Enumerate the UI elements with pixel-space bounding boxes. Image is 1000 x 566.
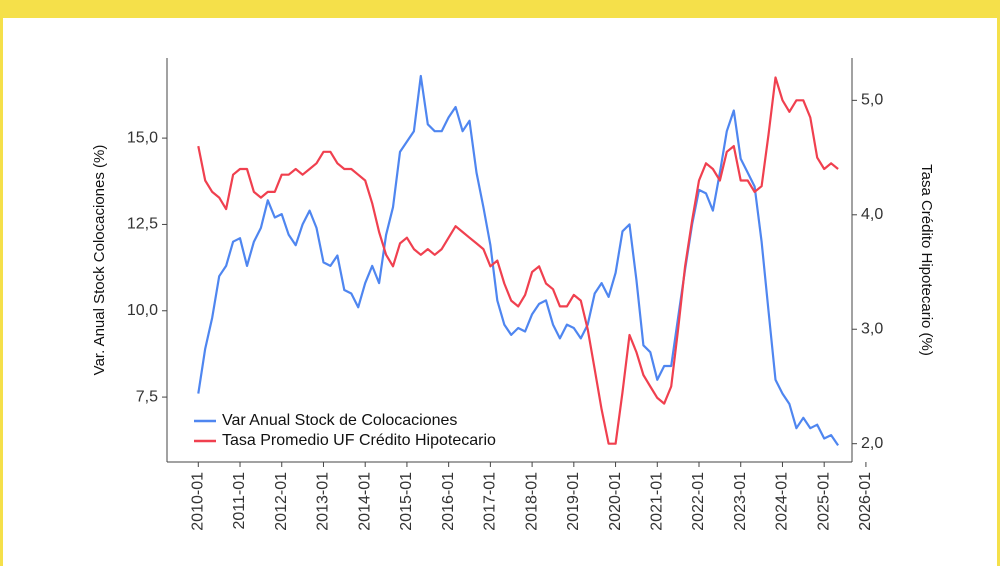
y2-tick-label: 2,0 [861,435,883,452]
x-tick-label: 2019-01 [565,472,582,531]
x-tick-label: 2014-01 [356,472,373,531]
x-tick-label: 2025-01 [815,472,832,531]
x-tick-label: 2016-01 [440,472,457,531]
y2-tick-label: 3,0 [861,320,883,337]
top-band [0,0,1000,18]
y-axis-title: Var. Anual Stock Colocaciones (%) [91,145,108,376]
x-tick-label: 2023-01 [732,472,749,531]
x-tick-label: 2024-01 [774,472,791,531]
x-tick-label: 2017-01 [482,472,499,531]
y2-axis-title: Tasa Crédito Hipotecario (%) [918,164,935,356]
x-tick-label: 2022-01 [690,472,707,531]
x-tick-label: 2026-01 [857,472,874,531]
x-tick-label: 2015-01 [398,472,415,531]
y2-tick-label: 4,0 [861,206,883,223]
legend-box [190,410,546,452]
x-tick-label: 2018-01 [523,472,540,531]
y-tick-label: 15,0 [127,129,158,146]
y2-tick-label: 5,0 [861,92,883,109]
y-tick-label: 12,5 [127,216,158,233]
y-tick-label: 7,5 [136,388,158,405]
x-tick-label: 2013-01 [315,472,332,531]
x-tick-label: 2011-01 [231,472,248,530]
right-border [997,0,1000,566]
left-border [0,0,3,566]
series-line [197,76,839,445]
legend-label: Var Anual Stock de Colocaciones [222,412,457,429]
x-tick-label: 2021-01 [648,472,665,531]
y-tick-label: 10,0 [127,302,158,319]
x-tick-label: 2020-01 [607,472,624,531]
x-tick-label: 2012-01 [273,472,290,531]
series-line [197,74,840,447]
legend-label: Tasa Promedio UF Crédito Hipotecario [222,432,496,449]
x-tick-label: 2010-01 [190,472,207,531]
